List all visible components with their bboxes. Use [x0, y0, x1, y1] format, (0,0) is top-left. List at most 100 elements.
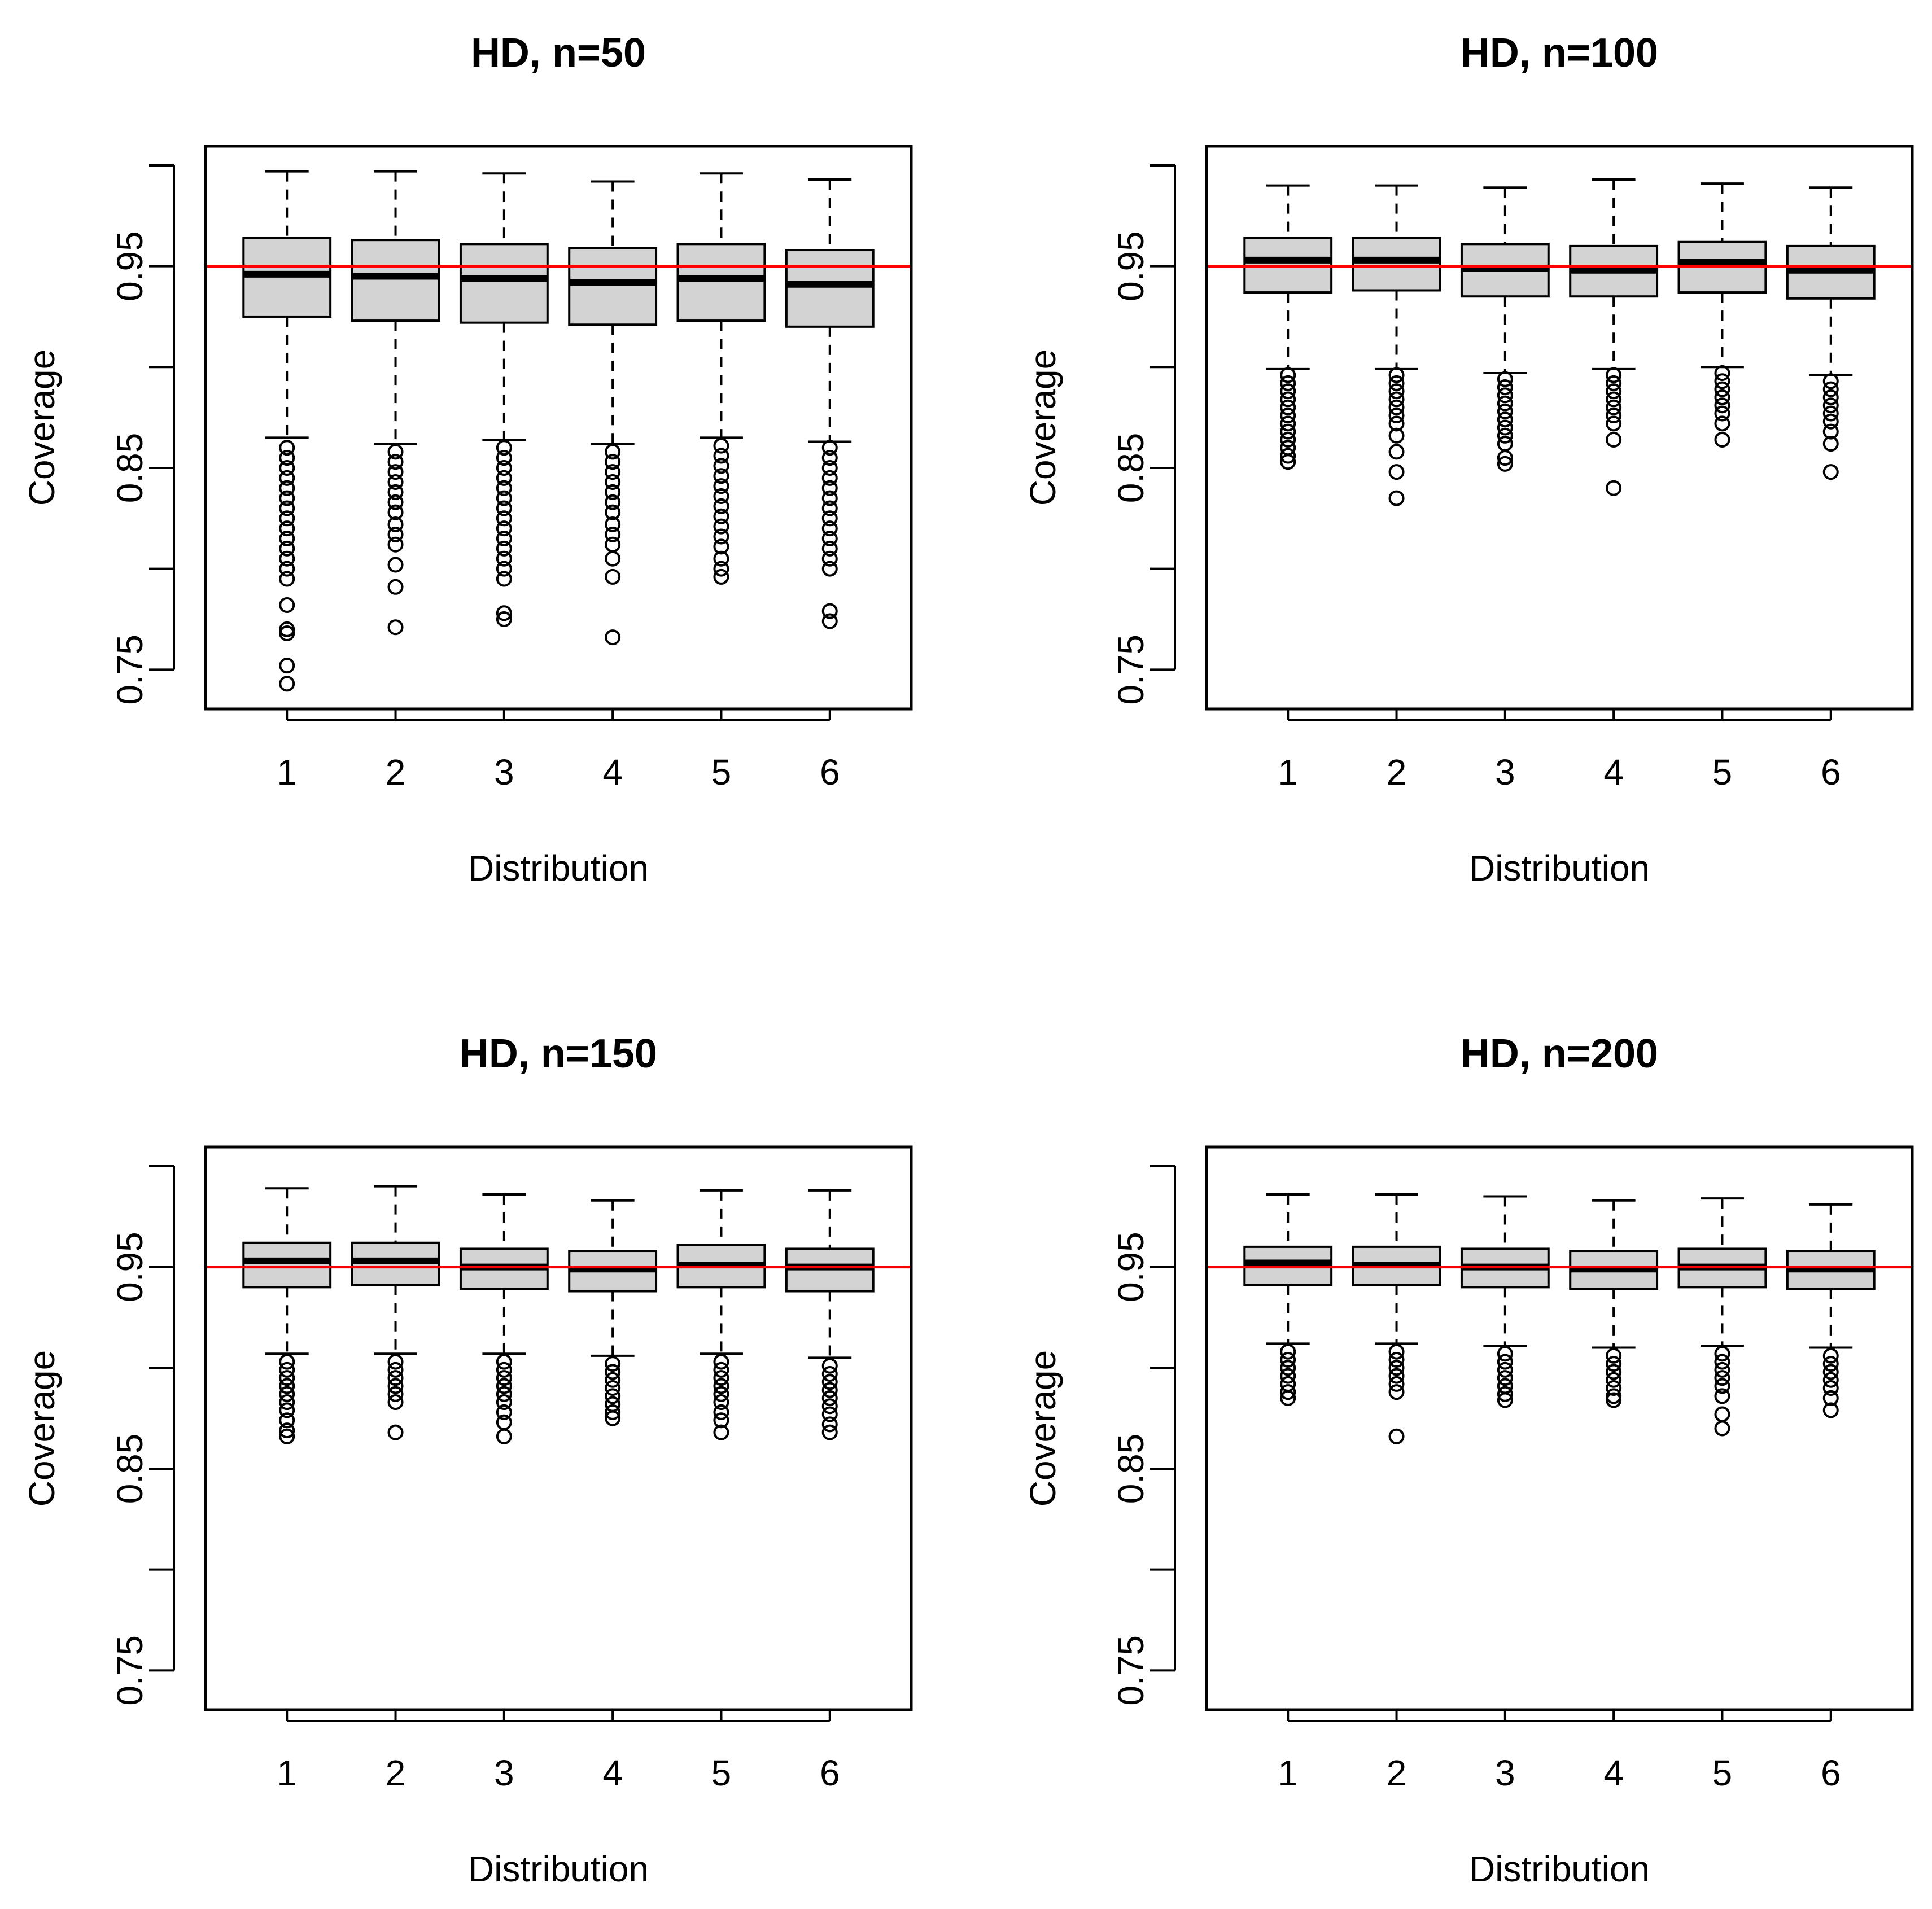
outlier-point [1388, 367, 1405, 383]
outlier-point [1606, 480, 1622, 496]
outlier-point [279, 625, 295, 641]
outlier-point [1822, 1380, 1839, 1396]
outlier-point [713, 1370, 729, 1386]
x-tick-label: 3 [494, 1753, 514, 1793]
x-tick-label: 6 [820, 1753, 840, 1793]
outlier-point [821, 1424, 838, 1440]
outlier-point [821, 510, 838, 527]
y-tick-label: 0.75 [110, 634, 150, 705]
outlier-point [821, 450, 838, 466]
y-axis-label: Coverage [21, 349, 62, 506]
outlier-point [387, 484, 404, 500]
outlier-point [821, 1374, 838, 1390]
outlier-point [1280, 399, 1296, 415]
outlier-point [1714, 405, 1730, 422]
box-4 [568, 180, 658, 646]
panel-title: HD, n=200 [1461, 1031, 1658, 1076]
outlier-point [387, 579, 404, 595]
outlier-point [496, 1370, 512, 1386]
outlier-point [1714, 397, 1730, 414]
outlier-point [1822, 1390, 1839, 1406]
panel-3: HD, n=150 0.75 0.85 0.95 Coverage 1 2 3 4 5 6 Distr… [21, 1031, 913, 1889]
x-tick-label: 5 [711, 752, 732, 793]
outlier-point [1280, 408, 1296, 424]
outlier-point [821, 550, 838, 567]
outlier-point [279, 480, 295, 496]
outlier-point [1714, 365, 1730, 382]
outlier-point [821, 1366, 838, 1382]
outlier-point [496, 470, 512, 486]
outlier-point [387, 516, 404, 533]
outlier-point [1388, 415, 1405, 432]
box-1 [242, 1187, 332, 1444]
outlier-point [1822, 464, 1839, 480]
outlier-point [1280, 367, 1296, 383]
box-4 [1569, 178, 1659, 496]
outlier-point [1822, 1372, 1839, 1388]
outlier-point [821, 561, 838, 577]
x-tick-label: 6 [820, 752, 840, 793]
panel-title: HD, n=50 [471, 30, 646, 76]
outlier-point [496, 540, 512, 557]
outlier-point [1497, 403, 1513, 419]
box-body [676, 243, 766, 322]
outlier-point [1280, 423, 1296, 440]
x-axis-label: Distribution [468, 1849, 649, 1889]
outlier-point [387, 536, 404, 553]
x-tick-label: 3 [494, 752, 514, 793]
outlier-point [1497, 411, 1513, 428]
outlier-point [1822, 1402, 1839, 1418]
outlier-point [496, 1361, 512, 1378]
outlier-point [1497, 1386, 1513, 1402]
outlier-point [279, 676, 295, 692]
outlier-point [1280, 1368, 1296, 1384]
outlier-point [1497, 371, 1513, 387]
outlier-point [821, 440, 838, 456]
y-axis: 0.75 0.85 0.95 [110, 164, 175, 705]
outlier-point [279, 500, 295, 516]
x-tick-label: 4 [602, 752, 623, 793]
outlier-point [1606, 415, 1622, 432]
outlier-point [387, 464, 404, 480]
outlier-point [605, 1388, 621, 1404]
outlier-point [713, 1378, 729, 1394]
outlier-point [605, 464, 621, 480]
outlier-point [821, 520, 838, 537]
outlier-point [1388, 399, 1405, 415]
outlier-point [279, 1386, 295, 1402]
outlier-point [605, 550, 621, 567]
outlier-point [1388, 383, 1405, 400]
box-4 [568, 1199, 658, 1426]
outlier-point [713, 528, 729, 545]
box-3 [1460, 186, 1550, 472]
outlier-point [1822, 1364, 1839, 1380]
outlier-point [1388, 1368, 1405, 1384]
box-4 [1569, 1199, 1659, 1408]
outlier-point [496, 510, 512, 527]
outlier-point [713, 550, 729, 567]
outlier-point [605, 504, 621, 520]
outlier-point [713, 498, 729, 514]
x-tick-label: 1 [1278, 752, 1298, 793]
outlier-point [821, 480, 838, 496]
outlier-point [1280, 1360, 1296, 1376]
outlier-point [496, 561, 512, 577]
outlier-point [1714, 1361, 1730, 1378]
outlier-point [1280, 1384, 1296, 1400]
x-tick-label: 2 [386, 752, 406, 793]
outlier-point [1497, 1354, 1513, 1370]
outlier-point [1497, 1392, 1513, 1408]
outlier-point [1822, 436, 1839, 452]
y-axis: 0.75 0.85 0.95 [1111, 1164, 1176, 1706]
outlier-point [713, 488, 729, 504]
outlier-point [279, 1370, 295, 1386]
x-tick-label: 2 [1387, 1753, 1407, 1793]
outlier-point [1388, 1384, 1405, 1400]
x-axis: 1 2 3 4 5 6 [277, 709, 840, 793]
outlier-point [713, 478, 729, 494]
outlier-point [1388, 1428, 1405, 1444]
outlier-point [496, 1378, 512, 1394]
outlier-point [1497, 1361, 1513, 1378]
outlier-point [1606, 1364, 1622, 1380]
